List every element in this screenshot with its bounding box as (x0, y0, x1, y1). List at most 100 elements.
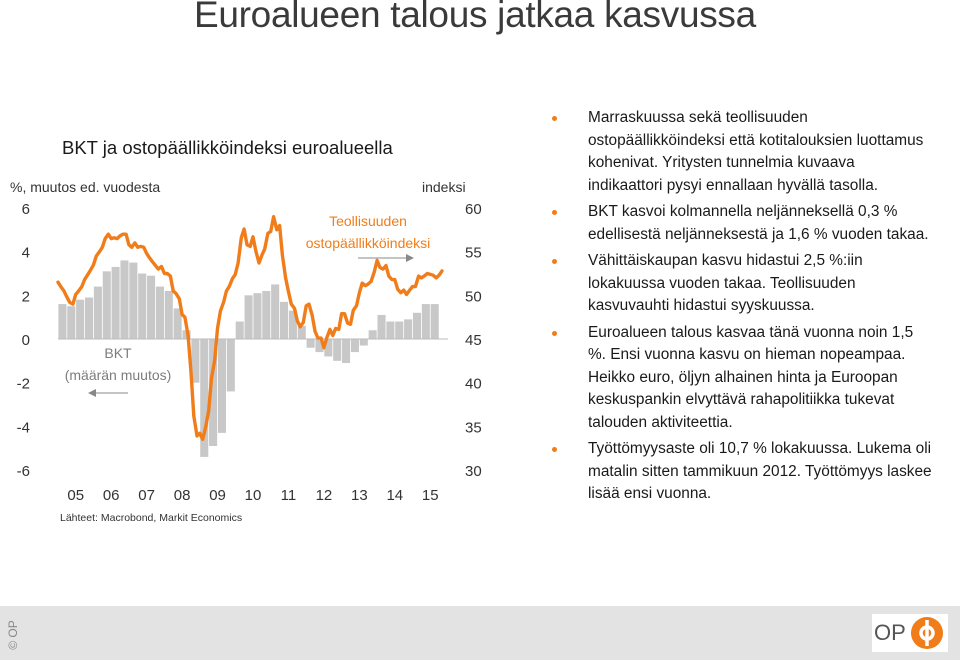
gdp-bar (226, 339, 235, 392)
gdp-label-arrowhead (88, 389, 96, 397)
gdp-bar (271, 284, 280, 339)
left-tick-label: 6 (22, 201, 30, 218)
gdp-bar (324, 339, 333, 357)
pmi-label-line2: ostopäällikköindeksi (306, 235, 431, 251)
gdp-bar (58, 304, 67, 339)
gdp-bar (262, 290, 271, 339)
bullet-text: Työttömyysaste oli 10,7 % lokakuussa. Lu… (588, 440, 932, 502)
x-tick-label: 12 (316, 487, 333, 504)
gdp-bar (164, 290, 173, 339)
gdp-bar (191, 339, 200, 383)
bullet-text: Vähittäiskaupan kasvu hidastui 2,5 %:iin… (588, 252, 863, 314)
gdp-bar (288, 310, 297, 339)
gdp-bar (350, 339, 359, 353)
gdp-bar (297, 325, 306, 339)
right-tick-label: 30 (465, 463, 482, 480)
gdp-bar (93, 286, 102, 339)
op-logo: OP (872, 614, 948, 652)
left-tick-label: -6 (17, 463, 30, 480)
gdp-bars (58, 260, 439, 457)
gdp-bar (111, 266, 120, 339)
gdp-bar (333, 339, 342, 361)
left-axis-ticks: 6 4 2 0 -2 -4 -6 (17, 201, 30, 480)
gdp-bar (217, 339, 227, 433)
pmi-label-line1: Teollisuuden (329, 213, 407, 229)
right-tick-label: 35 (465, 419, 482, 436)
bullet-dot (552, 210, 557, 215)
left-tick-label: 2 (22, 288, 30, 305)
gdp-bar (129, 262, 138, 339)
right-axis-ticks: 60 55 50 45 40 35 30 (465, 201, 482, 480)
right-tick-label: 50 (465, 288, 482, 305)
bullet-text: BKT kasvoi kolmannella neljänneksellä 0,… (588, 203, 929, 243)
chart-source: Lähteet: Macrobond, Markit Economics (60, 512, 242, 524)
bullet-dot (552, 447, 557, 452)
bullet-dot (552, 330, 557, 336)
x-tick-label: 07 (138, 487, 155, 504)
x-axis-ticks: 05 06 07 08 09 10 11 12 13 14 15 (67, 487, 438, 504)
pmi-line (56, 214, 444, 442)
footer-bar: © OP (0, 606, 960, 660)
bullet-text: Marraskuussa sekä teollisuuden ostopääll… (588, 109, 924, 194)
bullet-text: Euroalueen talous kasvaa tänä vuonna noi… (588, 323, 914, 431)
gdp-bar (200, 339, 209, 457)
gdp-bar (253, 293, 262, 339)
bullet-dot (552, 116, 557, 121)
gdp-bar (404, 319, 413, 339)
gdp-bar (412, 312, 422, 339)
gdp-bar (377, 314, 386, 339)
left-tick-label: 4 (22, 245, 30, 262)
right-tick-label: 60 (465, 201, 482, 218)
gdp-bar (84, 297, 94, 339)
x-tick-label: 08 (174, 487, 191, 504)
x-tick-label: 13 (351, 487, 368, 504)
gdp-bar (235, 321, 244, 339)
x-tick-label: 05 (67, 487, 84, 504)
bullet-item: Marraskuussa sekä teollisuuden ostopääll… (552, 107, 932, 197)
gdp-bar (244, 295, 253, 339)
gdp-bar (155, 286, 164, 339)
right-tick-label: 40 (465, 376, 482, 393)
x-tick-label: 10 (245, 487, 262, 504)
gdp-bar (421, 304, 430, 339)
right-tick-label: 55 (465, 245, 482, 262)
bullet-list: Marraskuussa sekä teollisuuden ostopääll… (552, 107, 932, 510)
gdp-bar (67, 306, 76, 339)
left-axis-label: %, muutos ed. vuodesta (10, 179, 160, 195)
gdp-bar (147, 275, 156, 339)
gdp-bar (279, 301, 289, 339)
pmi-line-group (56, 214, 444, 442)
copyright-text: © OP (5, 620, 20, 650)
gdp-bar (368, 330, 377, 339)
gdp-bar (138, 273, 147, 339)
gdp-label-line2: (määrän muutos) (65, 367, 172, 383)
gdp-bar (386, 321, 395, 339)
x-tick-label: 11 (281, 487, 297, 504)
gdp-bar (76, 299, 85, 339)
logo-text: OP (874, 620, 906, 645)
bullet-dot (552, 259, 557, 264)
copyright: © OP (4, 616, 26, 652)
gdp-bar (209, 339, 218, 446)
chart-title: BKT ja ostopäällikköindeksi euroalueella (62, 137, 394, 158)
gdp-bar (315, 339, 324, 353)
x-tick-label: 15 (422, 487, 439, 504)
bullet-item: BKT kasvoi kolmannella neljänneksellä 0,… (552, 201, 932, 246)
gdp-bar (173, 308, 182, 339)
slide-title: Euroalueen talous jatkaa kasvussa (194, 0, 756, 35)
bullet-item: Euroalueen talous kasvaa tänä vuonna noi… (552, 322, 932, 435)
gdp-label-line1: BKT (104, 345, 132, 361)
gdp-bar (359, 339, 368, 346)
op-logo-icon (911, 617, 943, 649)
gdp-bar (342, 339, 351, 364)
left-tick-label: -2 (17, 376, 30, 393)
bullet-item: Työttömyysaste oli 10,7 % lokakuussa. Lu… (552, 438, 932, 506)
chart: BKT ja ostopäällikköindeksi euroalueella… (10, 137, 482, 524)
right-tick-label: 45 (465, 332, 482, 349)
gdp-bar (120, 260, 129, 339)
x-tick-label: 09 (209, 487, 226, 504)
gdp-bar (102, 271, 111, 339)
x-tick-label: 14 (386, 487, 403, 504)
bullet-item: Vähittäiskaupan kasvu hidastui 2,5 %:iin… (552, 250, 932, 318)
left-tick-label: 0 (22, 332, 30, 349)
